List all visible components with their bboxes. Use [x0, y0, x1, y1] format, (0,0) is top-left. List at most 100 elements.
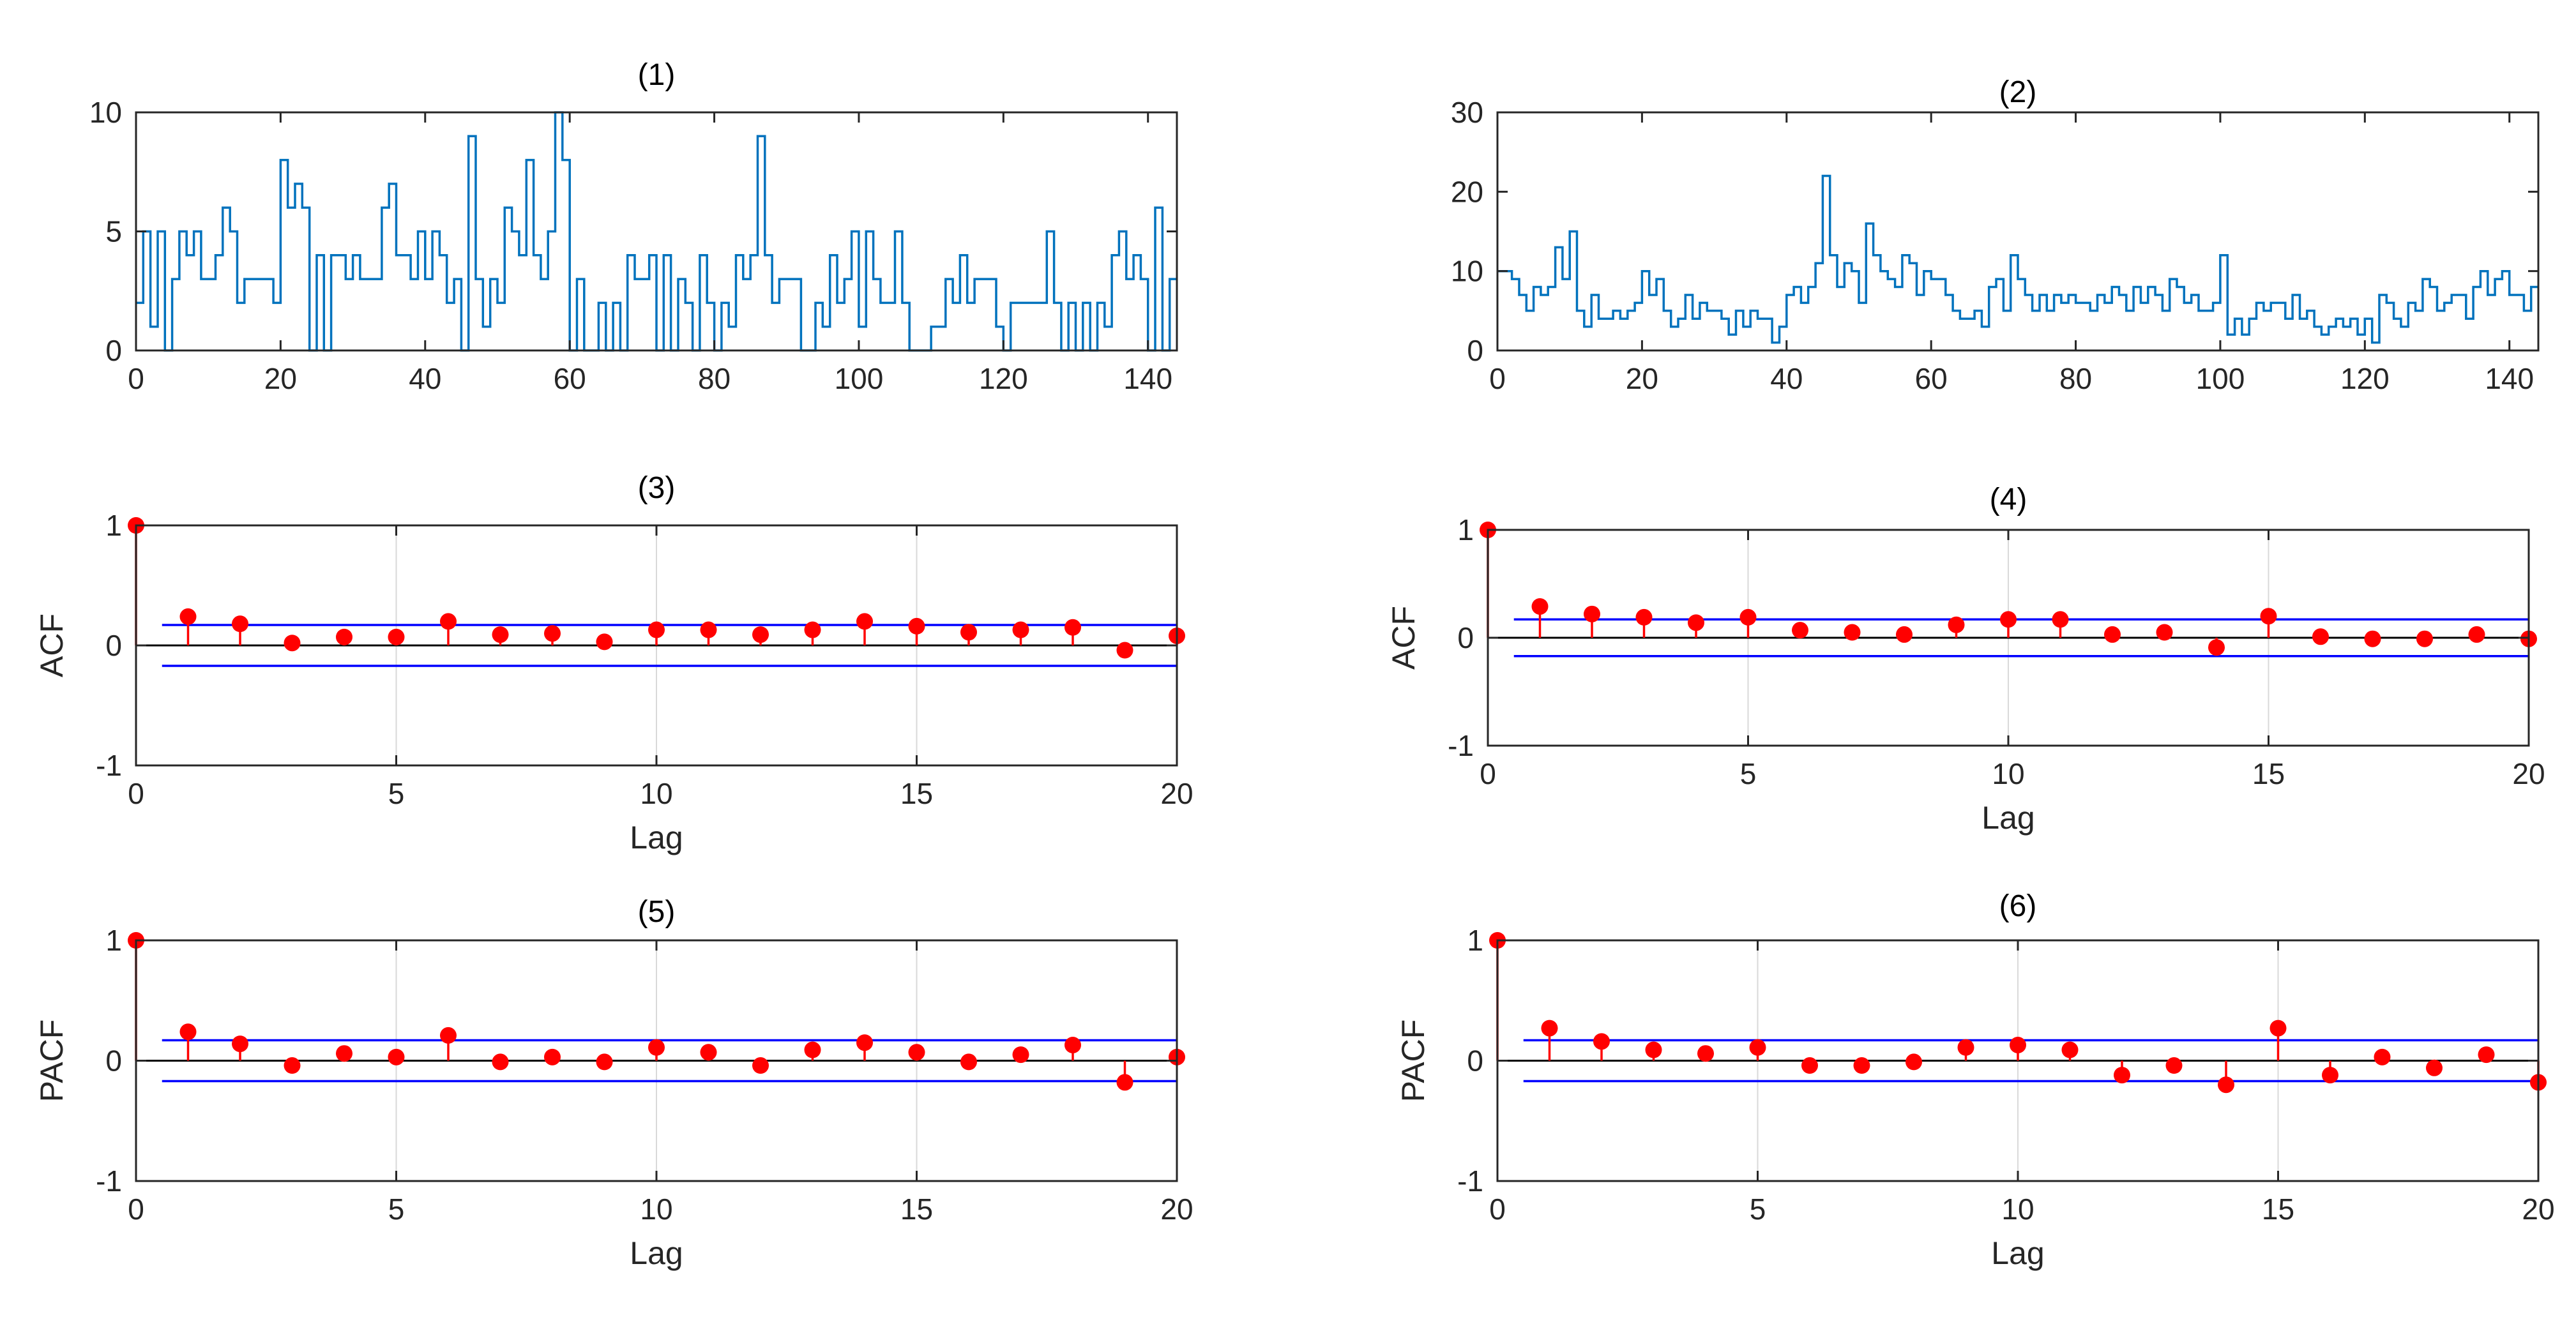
- y-axis-label: PACF: [34, 1020, 70, 1103]
- stem-marker: [1064, 619, 1081, 636]
- x-tick-label: 0: [1489, 362, 1506, 395]
- y-tick-label: 0: [105, 1044, 122, 1078]
- chart-title: (5): [638, 895, 676, 929]
- stem-marker: [232, 1035, 248, 1053]
- stem-marker: [2416, 630, 2433, 647]
- stem-marker: [179, 608, 197, 625]
- stem-marker: [1593, 1033, 1610, 1050]
- stem-marker: [1584, 605, 1600, 622]
- stem-marker: [2218, 1076, 2234, 1094]
- stem-marker: [1012, 621, 1029, 638]
- y-tick-label: 5: [105, 215, 122, 248]
- x-axis-label: Lag: [1991, 1235, 2044, 1271]
- y-axis-label: ACF: [1386, 606, 1421, 670]
- stem-marker: [1635, 608, 1653, 626]
- stem-marker: [700, 1044, 717, 1061]
- x-axis-label: Lag: [630, 1235, 683, 1271]
- y-tick-label: -1: [1457, 1164, 1483, 1198]
- stem-marker: [492, 1053, 509, 1071]
- stem-marker: [2312, 628, 2329, 645]
- x-tick-label: 5: [1750, 1193, 1766, 1226]
- chart-p1: 0 20 40 60 80 100 120 140 0 5 10 (1): [89, 58, 1178, 395]
- x-tick-label: 15: [900, 1193, 933, 1226]
- stem-marker: [2364, 630, 2381, 647]
- x-tick-label: 5: [1740, 757, 1757, 790]
- chart-title: (6): [1999, 889, 2037, 923]
- stem-marker: [2478, 1046, 2495, 1064]
- stem-marker: [960, 1053, 977, 1071]
- x-tick-label: 20: [1160, 1193, 1193, 1226]
- stem-marker: [1697, 1045, 1714, 1062]
- stem-marker: [2468, 626, 2485, 643]
- stem-marker: [2052, 611, 2069, 628]
- y-tick-label: 0: [1467, 1044, 1483, 1078]
- x-tick-label: 20: [2522, 1193, 2554, 1226]
- stem-marker: [2156, 624, 2173, 641]
- x-tick-label: 10: [640, 777, 672, 810]
- stem-marker: [856, 613, 873, 630]
- x-tick-label: 10: [2001, 1193, 2034, 1226]
- chart-p2: 0 20 40 60 80 100 120 140 0 10 20 30 (2): [1451, 75, 2540, 395]
- stem-marker: [1688, 614, 1704, 631]
- x-tick-label: 0: [1480, 757, 1496, 790]
- stem-marker: [440, 613, 457, 630]
- x-tick-label: 0: [128, 777, 144, 810]
- stem-marker: [752, 1057, 769, 1074]
- stem-marker: [2061, 1041, 2079, 1058]
- x-tick-label: 5: [388, 777, 405, 810]
- chart-title: (4): [1990, 483, 2027, 516]
- stem-marker: [1645, 1041, 1662, 1058]
- x-axis-label: Lag: [1981, 800, 2034, 836]
- y-tick-label: -1: [1448, 729, 1474, 762]
- x-tick-label: 10: [640, 1193, 672, 1226]
- y-tick-label: 10: [89, 96, 122, 129]
- x-tick-label: 20: [1160, 777, 1193, 810]
- stem-marker: [1116, 1074, 1133, 1091]
- stem-marker: [804, 1041, 821, 1058]
- stem-marker: [648, 1039, 665, 1056]
- x-tick-label: 20: [1626, 362, 1658, 395]
- y-tick-label: 30: [1451, 96, 1483, 129]
- stem-marker: [2269, 1020, 2287, 1037]
- chart-title: (2): [1999, 75, 2037, 109]
- y-tick-label: 1: [105, 924, 122, 957]
- x-tick-label: 120: [979, 362, 1028, 395]
- stem-marker: [2426, 1059, 2443, 1076]
- x-tick-label: 80: [698, 362, 731, 395]
- series-line: [1497, 174, 2538, 344]
- x-tick-label: 40: [409, 362, 441, 395]
- y-tick-label: 1: [105, 509, 122, 542]
- y-tick-label: -1: [96, 1164, 122, 1198]
- stem-marker: [1948, 616, 1965, 633]
- stem-marker: [284, 1057, 301, 1074]
- stem-marker: [1012, 1046, 1029, 1064]
- x-tick-label: 15: [2262, 1193, 2294, 1226]
- x-tick-label: 0: [128, 362, 144, 395]
- stem-marker: [388, 1048, 405, 1065]
- stem-marker: [596, 1053, 613, 1071]
- x-tick-label: 80: [2059, 362, 2092, 395]
- stem-marker: [2322, 1067, 2338, 1084]
- stem-marker: [440, 1027, 457, 1044]
- stem-marker: [1801, 1057, 1818, 1074]
- stem-marker: [179, 1023, 197, 1041]
- x-tick-label: 120: [2340, 362, 2390, 395]
- y-axis-label: PACF: [1395, 1020, 1431, 1103]
- y-tick-label: 0: [1467, 334, 1483, 367]
- stem-marker: [1749, 1039, 1766, 1056]
- stem-marker: [232, 615, 248, 633]
- x-tick-label: 15: [900, 777, 933, 810]
- stem-marker: [284, 635, 301, 652]
- stem-marker: [2104, 626, 2121, 643]
- stem-marker: [2010, 1036, 2026, 1053]
- chart-title: (3): [638, 471, 676, 505]
- stem-marker: [804, 621, 821, 638]
- stem-marker: [856, 1034, 873, 1051]
- stem-marker: [596, 633, 613, 651]
- stem-marker: [1116, 642, 1133, 659]
- x-tick-label: 40: [1770, 362, 1803, 395]
